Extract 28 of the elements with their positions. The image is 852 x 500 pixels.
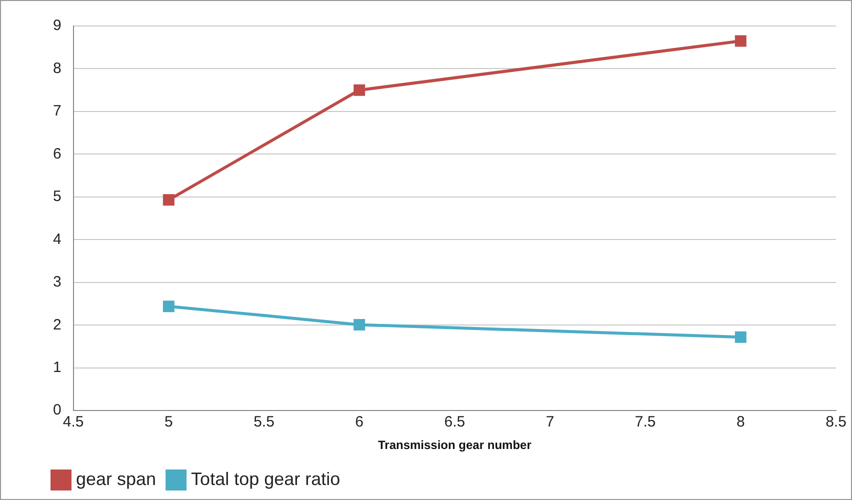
point — [354, 318, 366, 330]
x-tick-label: 6 — [355, 414, 364, 431]
y-tick-label: 1 — [53, 359, 62, 376]
x-tick-label: 7 — [546, 414, 554, 431]
y-tick-label: 9 — [53, 17, 62, 34]
point — [354, 84, 366, 96]
y-tick-label: 3 — [53, 274, 62, 291]
x-axis-title: Transmission gear number — [378, 438, 532, 452]
x-tick-label: 5.5 — [254, 414, 274, 431]
x-tick-label: 5 — [164, 414, 173, 431]
y-tick-label: 5 — [53, 188, 62, 206]
x-tick-label: 7.5 — [634, 414, 656, 431]
y-tick-label: 7 — [53, 102, 62, 120]
y-tick-label: 4 — [53, 230, 62, 248]
x-tick-label: 6.5 — [444, 414, 466, 431]
y-tick-label: 8 — [53, 60, 62, 77]
y-tick-label: 2 — [53, 316, 62, 334]
legend-label: gear span — [76, 468, 156, 489]
y-tick-label: 0 — [53, 402, 62, 419]
y-tick-label: 6 — [53, 145, 62, 162]
point — [734, 35, 746, 47]
x-tick-label: 8.5 — [826, 414, 846, 431]
point — [734, 331, 746, 343]
x-tick-label: 8 — [736, 414, 745, 431]
point — [162, 300, 174, 312]
legend-label: Total top gear ratio — [191, 468, 340, 489]
x-tick-label: 4.5 — [62, 414, 84, 431]
point — [162, 194, 174, 206]
